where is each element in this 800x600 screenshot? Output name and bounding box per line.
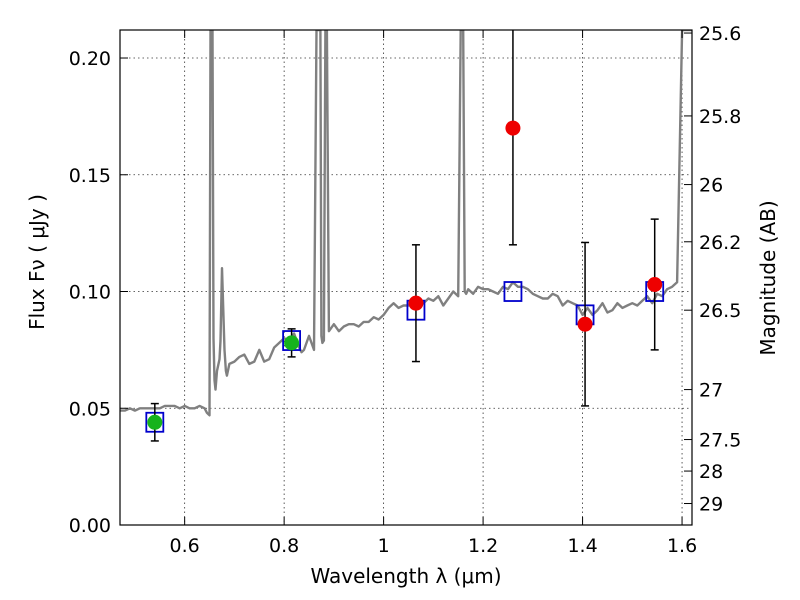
data-point [647, 277, 663, 293]
y-axis-label: Flux Fν ( μJy ) [25, 194, 49, 330]
spectrum-line [120, 30, 692, 417]
x-tick-label: 1.4 [567, 535, 597, 557]
y-tick-label: 0.05 [69, 398, 111, 420]
right-tick-label: 26.2 [699, 232, 741, 254]
gridlines [120, 30, 692, 526]
x-tick-label: 1 [378, 535, 390, 557]
x-axis-label: Wavelength λ (μm) [310, 564, 501, 588]
spectrum-layer [120, 30, 692, 417]
y-tick-label: 0.00 [69, 515, 111, 537]
x-tick-label: 1.6 [667, 535, 697, 557]
y-tick-label: 0.20 [69, 48, 111, 70]
data-point [408, 295, 424, 311]
y-tick-label: 0.10 [69, 282, 111, 304]
x-tick-label: 1.2 [468, 535, 498, 557]
right-tick-label: 27 [699, 380, 723, 402]
ticks-layer: 0.6 0.8 1 1.2 1.4 1.6 0.00 0.05 0.10 0.15 0.20 25.6… [69, 23, 742, 557]
y-tick-label: 0.15 [69, 165, 111, 187]
data-point [284, 335, 300, 351]
right-tick-label: 26 [699, 175, 723, 197]
data-point [505, 120, 521, 136]
plot-frame [119, 29, 693, 526]
right-tick-label: 29 [699, 494, 723, 516]
right-tick-label: 25.8 [699, 106, 741, 128]
x-tick-label: 0.6 [170, 535, 200, 557]
points-layer [145, 30, 665, 442]
right-tick-label: 28 [699, 461, 723, 483]
model-square [503, 281, 523, 302]
data-point [147, 414, 163, 430]
y-axis-right-label: Magnitude (AB) [756, 200, 780, 355]
right-tick-label: 26.5 [699, 300, 741, 322]
x-tick-label: 0.8 [269, 535, 299, 557]
right-tick-label: 25.6 [699, 23, 741, 45]
right-tick-label: 27.5 [699, 430, 741, 452]
data-point [577, 316, 593, 332]
